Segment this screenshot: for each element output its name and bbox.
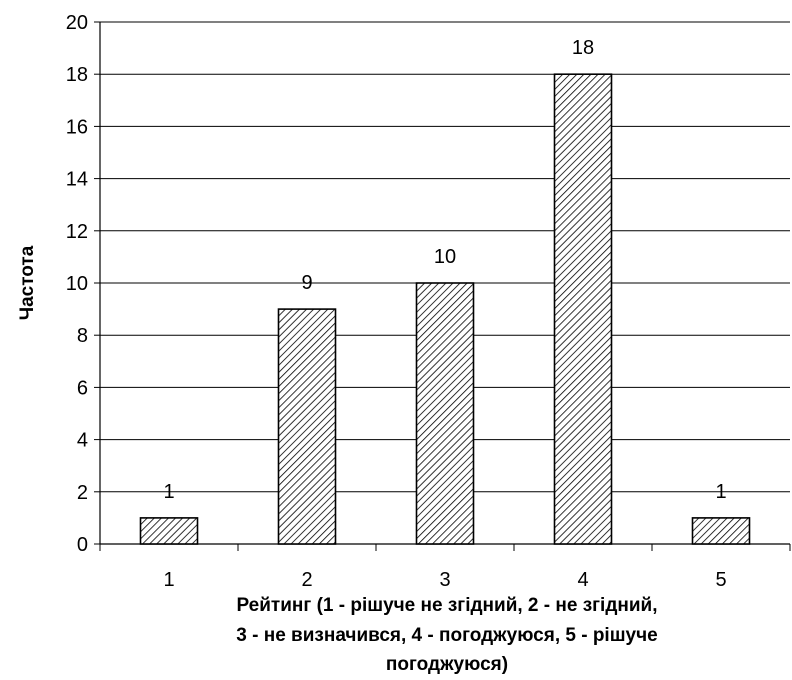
x-tick-label-1: 1	[163, 569, 174, 591]
x-axis-title-line: 3 - не визначився, 4 - погоджуюся, 5 - р…	[236, 625, 657, 646]
x-tick-label-3: 3	[439, 569, 450, 591]
x-tick-label-4: 4	[577, 569, 588, 591]
bar-3	[415, 282, 475, 545]
y-tick-label: 0	[77, 534, 88, 556]
bar-2	[277, 308, 337, 545]
x-tick-label-2: 2	[301, 569, 312, 591]
x-axis-title-line: Рейтинг (1 - рішуче не згідний, 2 - не з…	[236, 595, 657, 616]
y-tick-label: 18	[66, 64, 88, 86]
y-tick-label: 20	[66, 12, 88, 34]
y-tick-label: 8	[77, 325, 88, 347]
y-tick-label: 12	[66, 221, 88, 243]
data-label-4: 18	[572, 37, 594, 59]
x-tick-label-5: 5	[715, 569, 726, 591]
data-label-3: 10	[434, 246, 456, 268]
data-label-1: 1	[163, 481, 174, 503]
labels: 0 2 4 6 8 10 12 14 16 18 20 1 1 9 2 10 3 18 4 1 5 Рейтинг (1 …	[17, 12, 727, 675]
y-axis-title: Частота	[17, 245, 38, 320]
data-label-5: 1	[715, 481, 726, 503]
y-tick-label: 16	[66, 116, 88, 138]
bars	[139, 73, 751, 545]
bar-4	[553, 73, 613, 545]
y-tick-label: 10	[66, 273, 88, 295]
y-tick-label: 6	[77, 377, 88, 399]
data-label-2: 9	[301, 272, 312, 294]
bar-1	[139, 517, 199, 545]
y-tick-label: 14	[66, 169, 88, 191]
y-tick-label: 4	[77, 430, 88, 452]
x-axis-title-line: погоджуюся)	[386, 654, 508, 675]
y-tick-label: 2	[77, 482, 88, 504]
bar-5	[691, 517, 751, 545]
